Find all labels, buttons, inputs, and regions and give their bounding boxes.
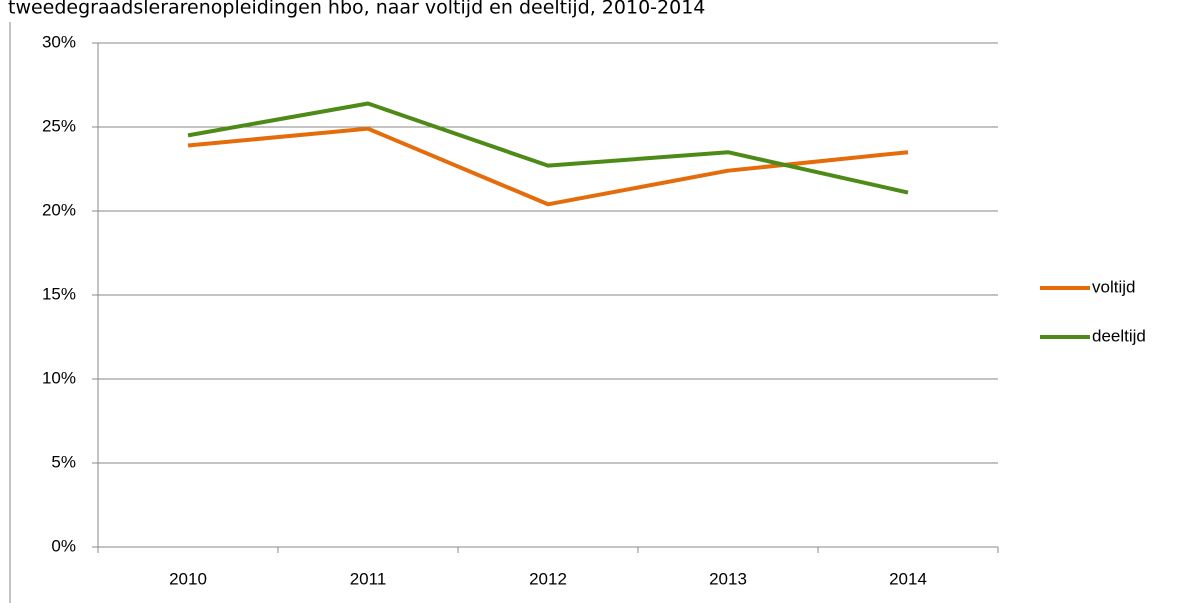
x-tick-label: 2013 <box>709 569 747 588</box>
y-tick-label: 5% <box>51 452 76 471</box>
legend-label: deeltijd <box>1092 326 1146 345</box>
series-line <box>187 101 909 195</box>
x-tick-label: 2012 <box>529 569 567 588</box>
x-tick-label: 2014 <box>889 569 927 588</box>
y-tick-label: 10% <box>42 368 76 387</box>
y-tick-label: 25% <box>42 116 76 135</box>
x-tick-label: 2010 <box>169 569 207 588</box>
y-tick-label: 30% <box>42 32 76 51</box>
y-tick-label: 20% <box>42 200 76 219</box>
chart-title: tweedegraadslerarenopleidingen hbo, naar… <box>8 0 705 19</box>
y-tick-label: 0% <box>51 536 76 555</box>
y-tick-label: 15% <box>42 284 76 303</box>
x-tick-label: 2011 <box>350 569 387 588</box>
legend-label: voltijd <box>1092 277 1135 296</box>
